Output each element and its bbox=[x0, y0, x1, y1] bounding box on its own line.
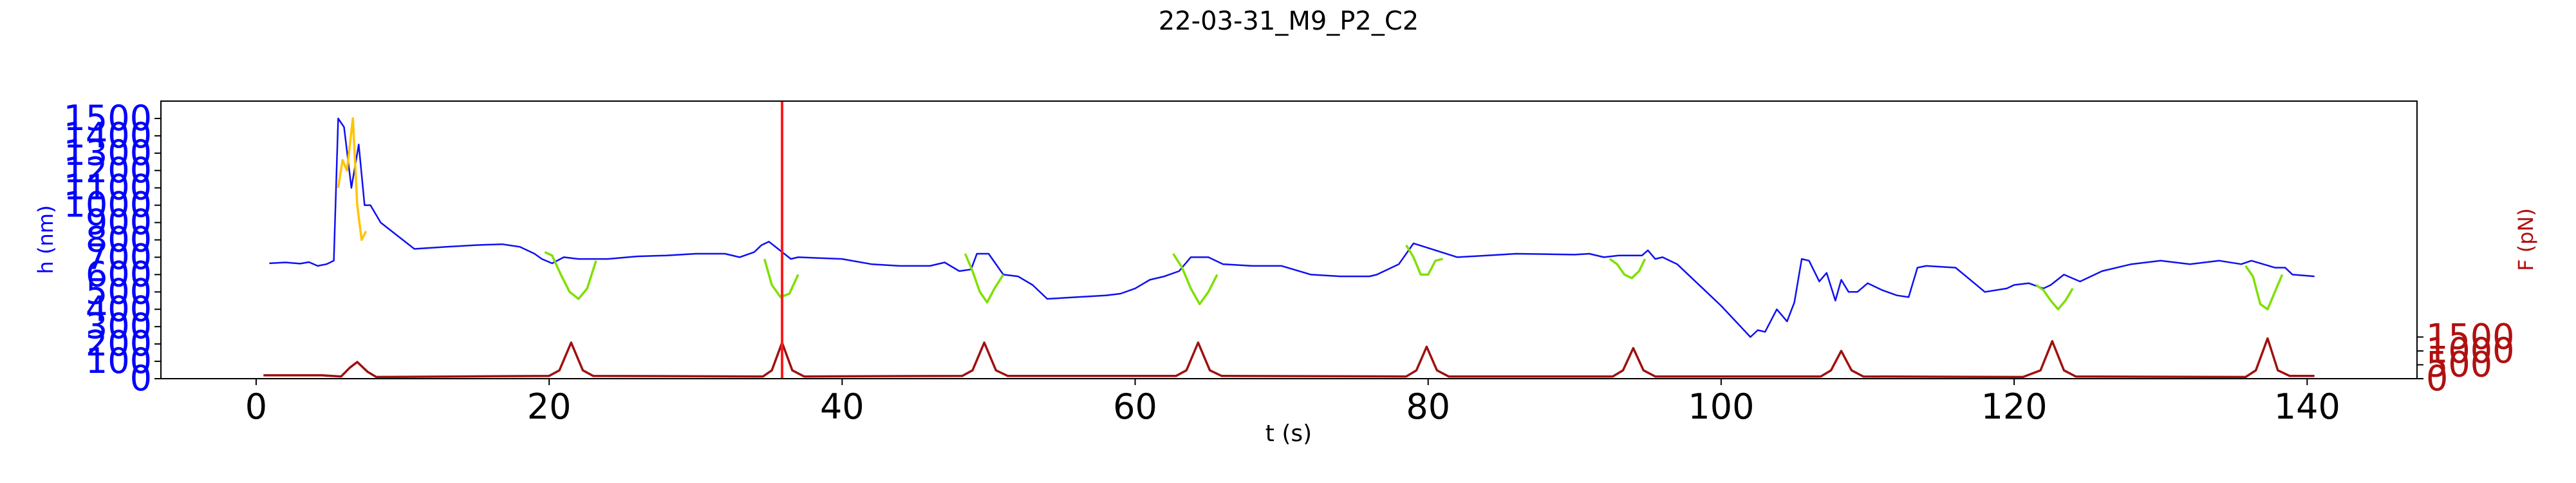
chart-title: 22-03-31_M9_P2_C2 bbox=[1159, 6, 1419, 36]
left-y-tick-label: 300 bbox=[86, 306, 152, 346]
left-y-tick-label: 1200 bbox=[64, 150, 152, 191]
x-tick-label: 80 bbox=[1406, 386, 1450, 427]
series-line-height_compression-2-5 bbox=[1609, 258, 1647, 279]
series-line-height_trace-0-0 bbox=[269, 117, 2315, 338]
right-y-tick-label: 0 bbox=[2426, 358, 2448, 399]
left-y-tick-label: 1500 bbox=[64, 98, 152, 138]
left-y-tick-label: 100 bbox=[86, 341, 152, 381]
x-tick-label: 140 bbox=[2274, 386, 2340, 427]
series-line-height_compression-2-6 bbox=[2035, 284, 2074, 311]
x-tick-label: 60 bbox=[1113, 386, 1157, 427]
right-y-tick-label: 1500 bbox=[2426, 316, 2514, 357]
series-line-height_compression-2-3 bbox=[1172, 253, 1218, 305]
plot-series-layer bbox=[263, 117, 2315, 379]
x-axis-label: t (s) bbox=[1265, 421, 1312, 447]
left-y-tick-label: 1100 bbox=[64, 167, 152, 208]
axes-layer: 0 20 40 60 80 100 120 1400100200300400500600700… bbox=[64, 98, 2515, 427]
x-tick-label: 20 bbox=[527, 386, 572, 427]
series-line-height_compression-2-1 bbox=[763, 258, 799, 299]
left-y-tick-label: 200 bbox=[86, 323, 152, 364]
left-y-tick-label: 400 bbox=[86, 289, 152, 329]
left-y-tick-label: 0 bbox=[130, 358, 152, 399]
series-line-height_compression-2-2 bbox=[964, 253, 1005, 304]
left-y-tick-label: 1000 bbox=[64, 185, 152, 225]
right-y-tick-label: 500 bbox=[2426, 344, 2492, 384]
left-y-axis-label: h (nm) bbox=[33, 205, 58, 274]
left-y-tick-label: 1400 bbox=[64, 115, 152, 156]
left-y-tick-label: 800 bbox=[86, 220, 152, 260]
x-tick-label: 100 bbox=[1688, 386, 1754, 427]
series-line-height_highlight-1-0 bbox=[337, 117, 368, 242]
left-y-tick-label: 700 bbox=[86, 236, 152, 277]
right-y-axis-label: F (pN) bbox=[2514, 208, 2538, 271]
series-line-height_compression-2-4 bbox=[1405, 244, 1443, 276]
series-line-force_trace-3-0 bbox=[263, 337, 2315, 379]
x-tick-label: 0 bbox=[245, 386, 267, 427]
left-y-tick-label: 900 bbox=[86, 202, 152, 243]
left-y-tick-label: 600 bbox=[86, 254, 152, 294]
left-y-tick-label: 1300 bbox=[64, 133, 152, 173]
left-y-tick-label: 500 bbox=[86, 271, 152, 312]
x-tick-label: 120 bbox=[1981, 386, 2048, 427]
series-line-height_compression-2-0 bbox=[544, 251, 597, 300]
right-y-tick-label: 1000 bbox=[2426, 330, 2514, 371]
series-line-height_compression-2-7 bbox=[2245, 265, 2284, 311]
x-tick-label: 40 bbox=[820, 386, 864, 427]
